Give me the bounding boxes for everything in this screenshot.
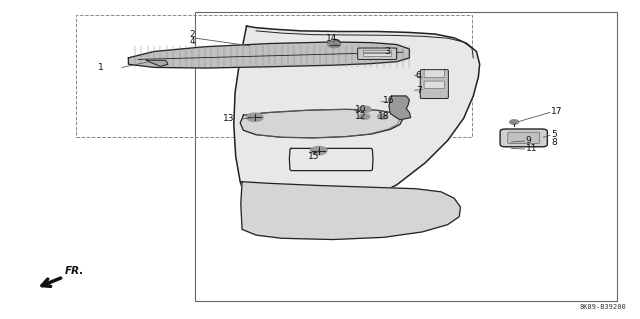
Text: 16: 16	[383, 96, 394, 105]
Text: 7: 7	[416, 86, 422, 95]
Text: 9: 9	[525, 136, 531, 145]
Polygon shape	[234, 26, 479, 218]
FancyBboxPatch shape	[500, 129, 547, 147]
Bar	[195, 12, 617, 301]
Text: 2: 2	[189, 30, 195, 39]
Text: 13: 13	[223, 114, 234, 123]
Polygon shape	[240, 109, 403, 138]
Polygon shape	[129, 42, 410, 68]
FancyBboxPatch shape	[508, 132, 540, 144]
Text: 17: 17	[551, 108, 563, 116]
Text: 11: 11	[525, 144, 537, 153]
Circle shape	[310, 146, 327, 155]
Text: 3: 3	[384, 47, 390, 56]
Bar	[363, 50, 391, 52]
Text: FR.: FR.	[65, 266, 84, 276]
Bar	[76, 15, 472, 137]
Text: 6: 6	[416, 71, 422, 80]
FancyBboxPatch shape	[420, 70, 449, 99]
Polygon shape	[147, 60, 168, 66]
Text: 1: 1	[98, 63, 104, 72]
Text: 12: 12	[355, 112, 367, 121]
FancyBboxPatch shape	[358, 48, 397, 59]
Polygon shape	[241, 182, 461, 240]
Text: 10: 10	[355, 105, 367, 114]
Bar	[363, 53, 391, 56]
Text: 5: 5	[551, 130, 557, 139]
Text: 8: 8	[551, 137, 557, 146]
Circle shape	[328, 41, 340, 48]
Text: 4: 4	[189, 38, 195, 47]
Circle shape	[246, 113, 263, 122]
FancyBboxPatch shape	[424, 81, 445, 89]
Text: 18: 18	[378, 112, 389, 121]
Text: 8K89-B39200: 8K89-B39200	[580, 304, 627, 310]
Circle shape	[509, 120, 518, 124]
Polygon shape	[389, 96, 411, 120]
Circle shape	[358, 106, 371, 113]
FancyBboxPatch shape	[424, 70, 445, 78]
Text: 14: 14	[326, 34, 337, 43]
Text: 15: 15	[308, 152, 319, 161]
Circle shape	[378, 114, 388, 119]
Circle shape	[360, 114, 370, 119]
